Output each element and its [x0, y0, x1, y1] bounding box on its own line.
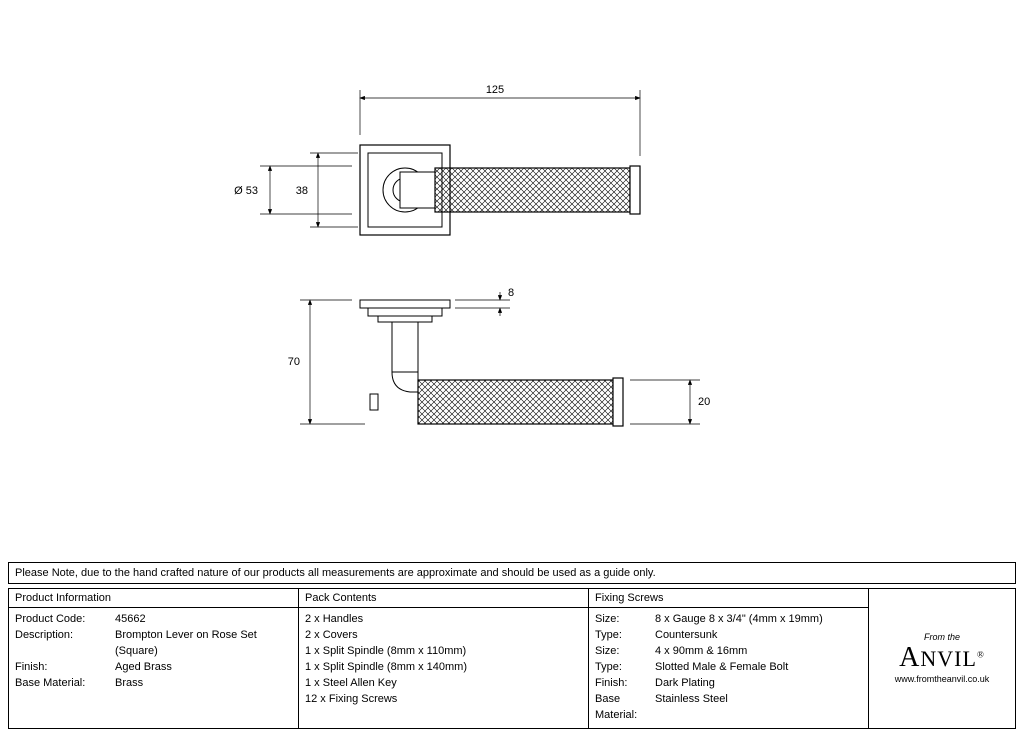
dim-rose-thick: 8 — [508, 287, 514, 299]
technical-drawing: 125 Ø 53 38 — [140, 60, 840, 510]
fixing-row: Base Material:Stainless Steel — [595, 692, 862, 724]
fixing-header: Fixing Screws — [589, 589, 868, 608]
info-row: Finish:Aged Brass — [15, 660, 292, 676]
pack-contents-col: Pack Contents 2 x Handles2 x Covers1 x S… — [299, 589, 589, 728]
pack-item: 1 x Split Spindle (8mm x 110mm) — [305, 644, 582, 660]
pack-header: Pack Contents — [299, 589, 588, 608]
brand-col: From the ANVIL® www.fromtheanvil.co.uk — [869, 589, 1015, 728]
dim-lever-dia: 20 — [698, 396, 710, 408]
fixing-row: Size:8 x Gauge 8 x 3/4" (4mm x 19mm) — [595, 612, 862, 628]
info-table: Product Information Product Code:45662De… — [8, 588, 1016, 729]
dim-width: 125 — [486, 84, 504, 96]
fixing-row: Type:Slotted Male & Female Bolt — [595, 660, 862, 676]
fixing-row: Size:4 x 90mm & 16mm — [595, 644, 862, 660]
pack-item: 2 x Covers — [305, 628, 582, 644]
pack-item: 1 x Steel Allen Key — [305, 676, 582, 692]
pack-item: 2 x Handles — [305, 612, 582, 628]
product-info-col: Product Information Product Code:45662De… — [9, 589, 299, 728]
info-row: Base Material:Brass — [15, 676, 292, 692]
dim-diameter: Ø 53 — [234, 185, 258, 197]
fixing-screws-col: Fixing Screws Size:8 x Gauge 8 x 3/4" (4… — [589, 589, 869, 728]
brand-logo: From the ANVIL® www.fromtheanvil.co.uk — [895, 632, 990, 684]
dim-height: 70 — [288, 356, 300, 368]
info-row: Product Code:45662 — [15, 612, 292, 628]
info-row: Description:Brompton Lever on Rose Set (… — [15, 628, 292, 660]
pack-item: 1 x Split Spindle (8mm x 140mm) — [305, 660, 582, 676]
pack-item: 12 x Fixing Screws — [305, 692, 582, 708]
product-info-header: Product Information — [9, 589, 298, 608]
fixing-row: Type:Countersunk — [595, 628, 862, 644]
dim-rose-inner: 38 — [296, 185, 308, 197]
fixing-row: Finish:Dark Plating — [595, 676, 862, 692]
measurement-note: Please Note, due to the hand crafted nat… — [8, 562, 1016, 584]
